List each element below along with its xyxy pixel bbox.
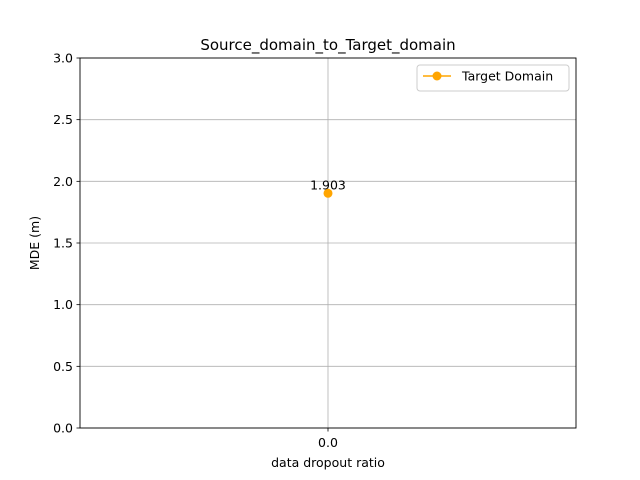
y-axis-title: MDE (m)	[27, 216, 42, 270]
chart-title: Source_domain_to_Target_domain	[200, 36, 455, 55]
data-point	[323, 188, 333, 198]
data-label: 1.903	[310, 177, 346, 192]
legend-marker-target-domain	[432, 71, 442, 81]
x-axis-title: data dropout ratio	[271, 455, 385, 470]
legend-box	[416, 64, 570, 92]
y-tick-label: 0.5	[53, 359, 73, 374]
y-tick-label: 1.0	[53, 297, 73, 312]
x-tick-label: 0.0	[318, 435, 338, 450]
axes: 0.0 0.5 1.0 1.5 2.0 2.5 3.0 0.0	[53, 51, 338, 451]
y-tick-label: 2.0	[53, 174, 73, 189]
series-layer: 1.903	[310, 177, 346, 198]
y-tick-label: 2.5	[53, 112, 73, 127]
y-tick-label: 0.0	[53, 421, 73, 436]
legend: Target Domain	[416, 64, 570, 92]
y-tick-label: 3.0	[53, 51, 73, 66]
y-tick-label: 1.5	[53, 236, 73, 251]
legend-label-target-domain: Target Domain	[461, 69, 553, 84]
